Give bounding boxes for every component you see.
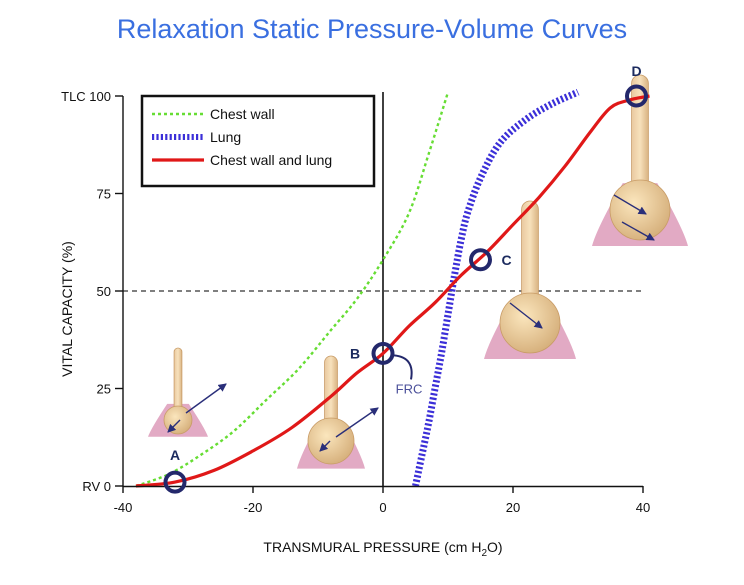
point-d	[625, 84, 648, 108]
force-arrow	[167, 419, 181, 433]
point-label-c: C	[501, 252, 511, 268]
y-tick-label: 75	[97, 187, 111, 202]
lung-ball	[499, 292, 561, 354]
series-lung	[412, 88, 580, 487]
force-arrow	[319, 440, 331, 452]
y-tick-label: RV 0	[82, 479, 111, 494]
illustration-a	[148, 347, 227, 437]
x-axis-title-subscript: 2	[481, 548, 487, 559]
point-label-b: B	[350, 345, 360, 361]
force-arrow	[185, 383, 227, 414]
point-c	[469, 248, 492, 272]
x-tick-label: -40	[114, 500, 133, 515]
force-arrow	[621, 221, 655, 241]
illustration-c	[484, 200, 576, 359]
y-tick-label: 25	[97, 382, 111, 397]
axes: -40 -20 0 20 40 RV 0 25 50 75 TLC 100 TRANSMURAL P…	[59, 89, 650, 559]
airway-stem	[521, 200, 539, 306]
illustration-b	[297, 355, 379, 469]
x-tick-label: 0	[379, 500, 386, 515]
legend-label: Chest wall and lung	[210, 152, 332, 168]
reference-lines	[123, 92, 643, 486]
frc-label: FRC	[396, 381, 423, 396]
force-arrow	[613, 194, 647, 215]
x-tick-label: 40	[636, 500, 650, 515]
y-axis-title: VITAL CAPACITY (%)	[59, 241, 75, 377]
legend-box	[140, 94, 376, 188]
lung-ball	[163, 405, 193, 435]
y-tick-label: 50	[97, 284, 111, 299]
point-label-d: D	[631, 63, 641, 79]
point-label-a: A	[170, 447, 180, 463]
y-tick-label: TLC 100	[61, 89, 111, 104]
x-tick-label: -20	[244, 500, 263, 515]
lung-chest-illustrations	[148, 74, 688, 469]
x-axis-title: TRANSMURAL PRESSURE (cm H2O)	[263, 539, 502, 559]
point-b	[371, 341, 395, 365]
chart-title: Relaxation Static Pressure-Volume Curves	[116, 14, 628, 44]
force-arrow	[509, 302, 543, 329]
legend-label: Chest wall	[210, 106, 275, 122]
legend: Chest wall Lung Chest wall and lung	[140, 94, 376, 188]
x-tick-label: 20	[506, 500, 520, 515]
series-layer	[135, 88, 650, 488]
x-axis-title-end: O)	[487, 539, 503, 555]
airway-stem	[173, 347, 183, 412]
state-points: A B C D FRC	[163, 63, 648, 494]
series-chest-wall-and-lung	[135, 94, 650, 488]
lung-ball	[307, 417, 355, 465]
point-a	[163, 470, 187, 494]
legend-label: Lung	[210, 129, 241, 145]
frc-pointer	[393, 354, 413, 380]
illustration-d	[592, 74, 688, 246]
force-arrow	[335, 407, 379, 438]
